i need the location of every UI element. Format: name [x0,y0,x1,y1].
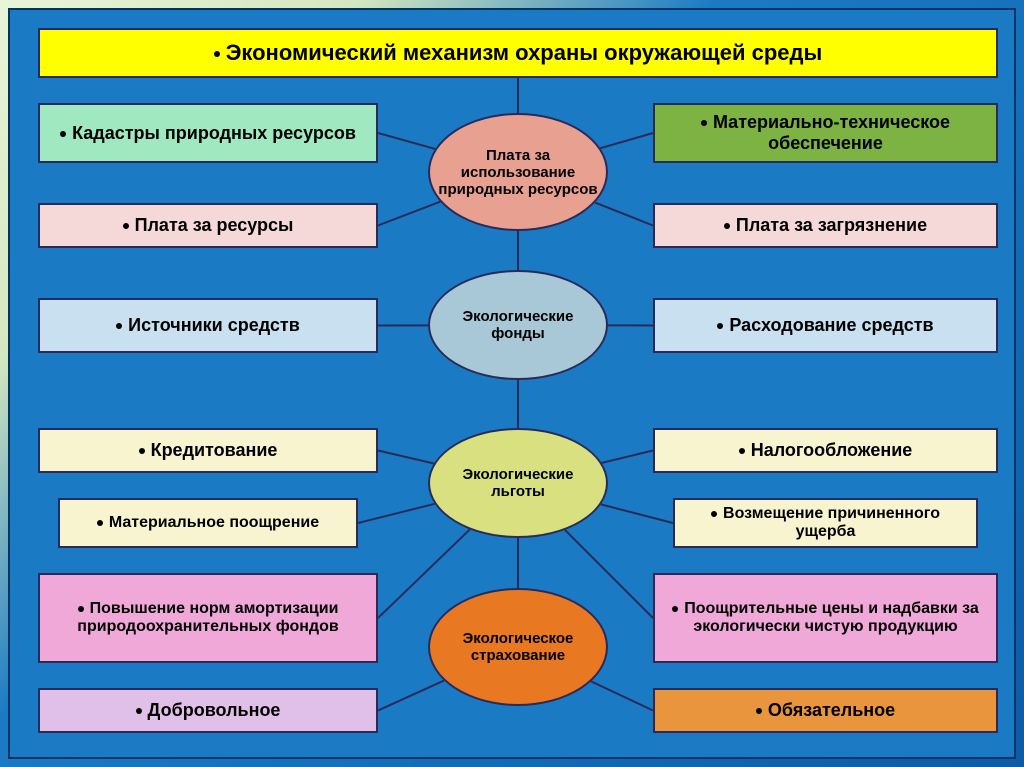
right-box-r3: Расходование средств [653,298,998,353]
box-label: Повышение норм амортизации природоохрани… [77,600,338,635]
right-box-r6: Поощрительные цены и надбавки за экологи… [653,573,998,663]
title-text: Экономический механизм охраны окружающей… [226,40,823,65]
ellipse-e2: Экологические фонды [428,270,608,380]
left-box-l3: Источники средств [38,298,378,353]
box-label: Материальное поощрение [109,514,319,531]
box-label: Кредитование [151,440,278,460]
box-label: Налогообложение [751,440,913,460]
box-label: Поощрительные цены и надбавки за экологи… [684,600,979,635]
ellipse-e1: Плата за использование природных ресурсо… [428,113,608,231]
ellipse-e4: Экологическое страхование [428,588,608,706]
box-label: Плата за ресурсы [135,215,294,235]
left-box-l1: Кадастры природных ресурсов [38,103,378,163]
left-box-l6: Повышение норм амортизации природоохрани… [38,573,378,663]
box-label: Добровольное [148,700,281,720]
box-label: Источники средств [128,315,300,335]
right-box-r1: Материально-техническое обеспечение [653,103,998,163]
left-box-l5: Материальное поощрение [58,498,358,548]
ellipse-e3: Экологические льготы [428,428,608,538]
ellipse-label: Экологическое страхование [463,630,574,664]
ellipse-label: Плата за использование природных ресурсо… [438,147,597,198]
right-box-r4: Налогообложение [653,428,998,473]
left-box-l4: Кредитование [38,428,378,473]
left-box-l7: Добровольное [38,688,378,733]
box-label: Кадастры природных ресурсов [72,123,356,143]
right-box-r5: Возмещение причиненного ущерба [673,498,978,548]
right-box-r7: Обязательное [653,688,998,733]
right-box-r2: Плата за загрязнение [653,203,998,248]
box-label: Возмещение причиненного ущерба [723,505,940,540]
box-label: Расходование средств [729,315,933,335]
ellipse-label: Экологические фонды [463,308,574,342]
left-box-l2: Плата за ресурсы [38,203,378,248]
title-box: Экономический механизм охраны окружающей… [38,28,998,78]
box-label: Материально-техническое обеспечение [713,112,950,153]
ellipse-label: Экологические льготы [463,466,574,500]
box-label: Плата за загрязнение [736,215,927,235]
box-label: Обязательное [768,700,895,720]
